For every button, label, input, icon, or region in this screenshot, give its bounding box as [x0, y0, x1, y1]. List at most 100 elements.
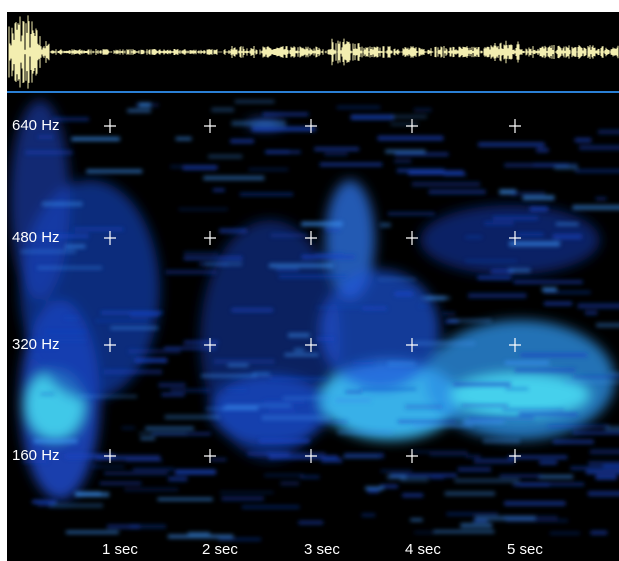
streak	[475, 516, 536, 521]
streak	[362, 514, 376, 517]
streak	[288, 333, 310, 337]
streak	[395, 153, 449, 156]
streak	[133, 468, 174, 470]
streak	[231, 308, 273, 312]
streak	[135, 358, 168, 363]
streak	[104, 369, 162, 374]
streak	[514, 281, 583, 284]
streak	[247, 451, 289, 456]
streak	[575, 169, 619, 172]
streak	[96, 320, 148, 322]
streak	[398, 420, 456, 423]
streak	[585, 311, 597, 315]
streak	[603, 465, 619, 467]
streak	[213, 189, 225, 191]
streak	[478, 143, 544, 147]
streak	[506, 388, 529, 390]
streak	[430, 453, 469, 455]
streak	[158, 498, 213, 500]
streak	[530, 207, 548, 212]
streak	[395, 292, 413, 296]
streak	[201, 375, 256, 377]
streak	[455, 479, 520, 483]
streak	[509, 241, 560, 246]
streak	[542, 288, 557, 292]
streak	[321, 458, 342, 463]
streak	[405, 404, 442, 409]
streak	[264, 400, 305, 404]
streak	[579, 145, 619, 149]
streak	[107, 525, 140, 529]
streak	[78, 395, 137, 397]
streak	[168, 535, 233, 538]
streak	[314, 147, 359, 151]
time-label: 1 sec	[102, 541, 138, 558]
streak	[127, 109, 151, 112]
streak	[434, 530, 495, 533]
streak	[575, 138, 591, 142]
streak	[99, 482, 141, 484]
streak	[586, 470, 619, 474]
streak	[400, 477, 428, 481]
time-label: 4 sec	[405, 541, 441, 558]
streak	[572, 431, 619, 434]
streak	[502, 408, 564, 410]
streak	[71, 137, 119, 141]
streak	[504, 501, 565, 505]
streak	[240, 193, 293, 196]
streak	[544, 291, 591, 293]
streak	[465, 260, 517, 262]
streak	[554, 166, 577, 170]
streak	[86, 169, 142, 173]
streak	[179, 208, 228, 210]
streak	[505, 361, 549, 365]
streak	[140, 437, 155, 439]
streak	[553, 440, 594, 444]
streak	[164, 347, 216, 349]
streak	[414, 108, 432, 112]
streak	[414, 531, 436, 533]
streak	[49, 504, 103, 508]
streak	[161, 393, 184, 396]
streak	[253, 373, 270, 376]
streak	[391, 123, 418, 125]
streak	[378, 136, 444, 140]
streak	[26, 150, 73, 154]
streak	[380, 223, 391, 227]
streak	[517, 233, 543, 236]
streak	[578, 303, 619, 308]
streak	[64, 316, 79, 319]
streak	[46, 330, 87, 333]
streak	[21, 250, 76, 253]
streak	[139, 103, 151, 107]
streak	[500, 475, 542, 477]
streak	[385, 150, 425, 153]
streak	[42, 202, 82, 206]
streak	[37, 502, 53, 506]
streak	[262, 415, 331, 420]
streak	[548, 425, 609, 428]
streak	[368, 489, 380, 493]
streak	[184, 341, 218, 345]
streak	[573, 375, 619, 378]
time-label: 5 sec	[507, 541, 543, 558]
streak	[176, 137, 192, 140]
streak	[388, 212, 435, 215]
streak	[609, 372, 619, 374]
streak	[337, 106, 381, 108]
streak	[556, 223, 579, 225]
streak	[477, 276, 511, 279]
streak	[430, 477, 444, 479]
streak	[474, 459, 515, 464]
streak	[588, 491, 619, 495]
streak	[317, 337, 335, 341]
streak	[235, 100, 274, 103]
streak	[550, 532, 580, 534]
streak	[166, 270, 217, 274]
streak	[165, 415, 220, 419]
streak	[335, 398, 371, 402]
page: 640 Hz 480 Hz 320 Hz 160 Hz 1 sec 2 sec …	[0, 0, 619, 561]
streak	[203, 176, 264, 180]
streak	[65, 245, 86, 248]
streak	[519, 413, 578, 416]
